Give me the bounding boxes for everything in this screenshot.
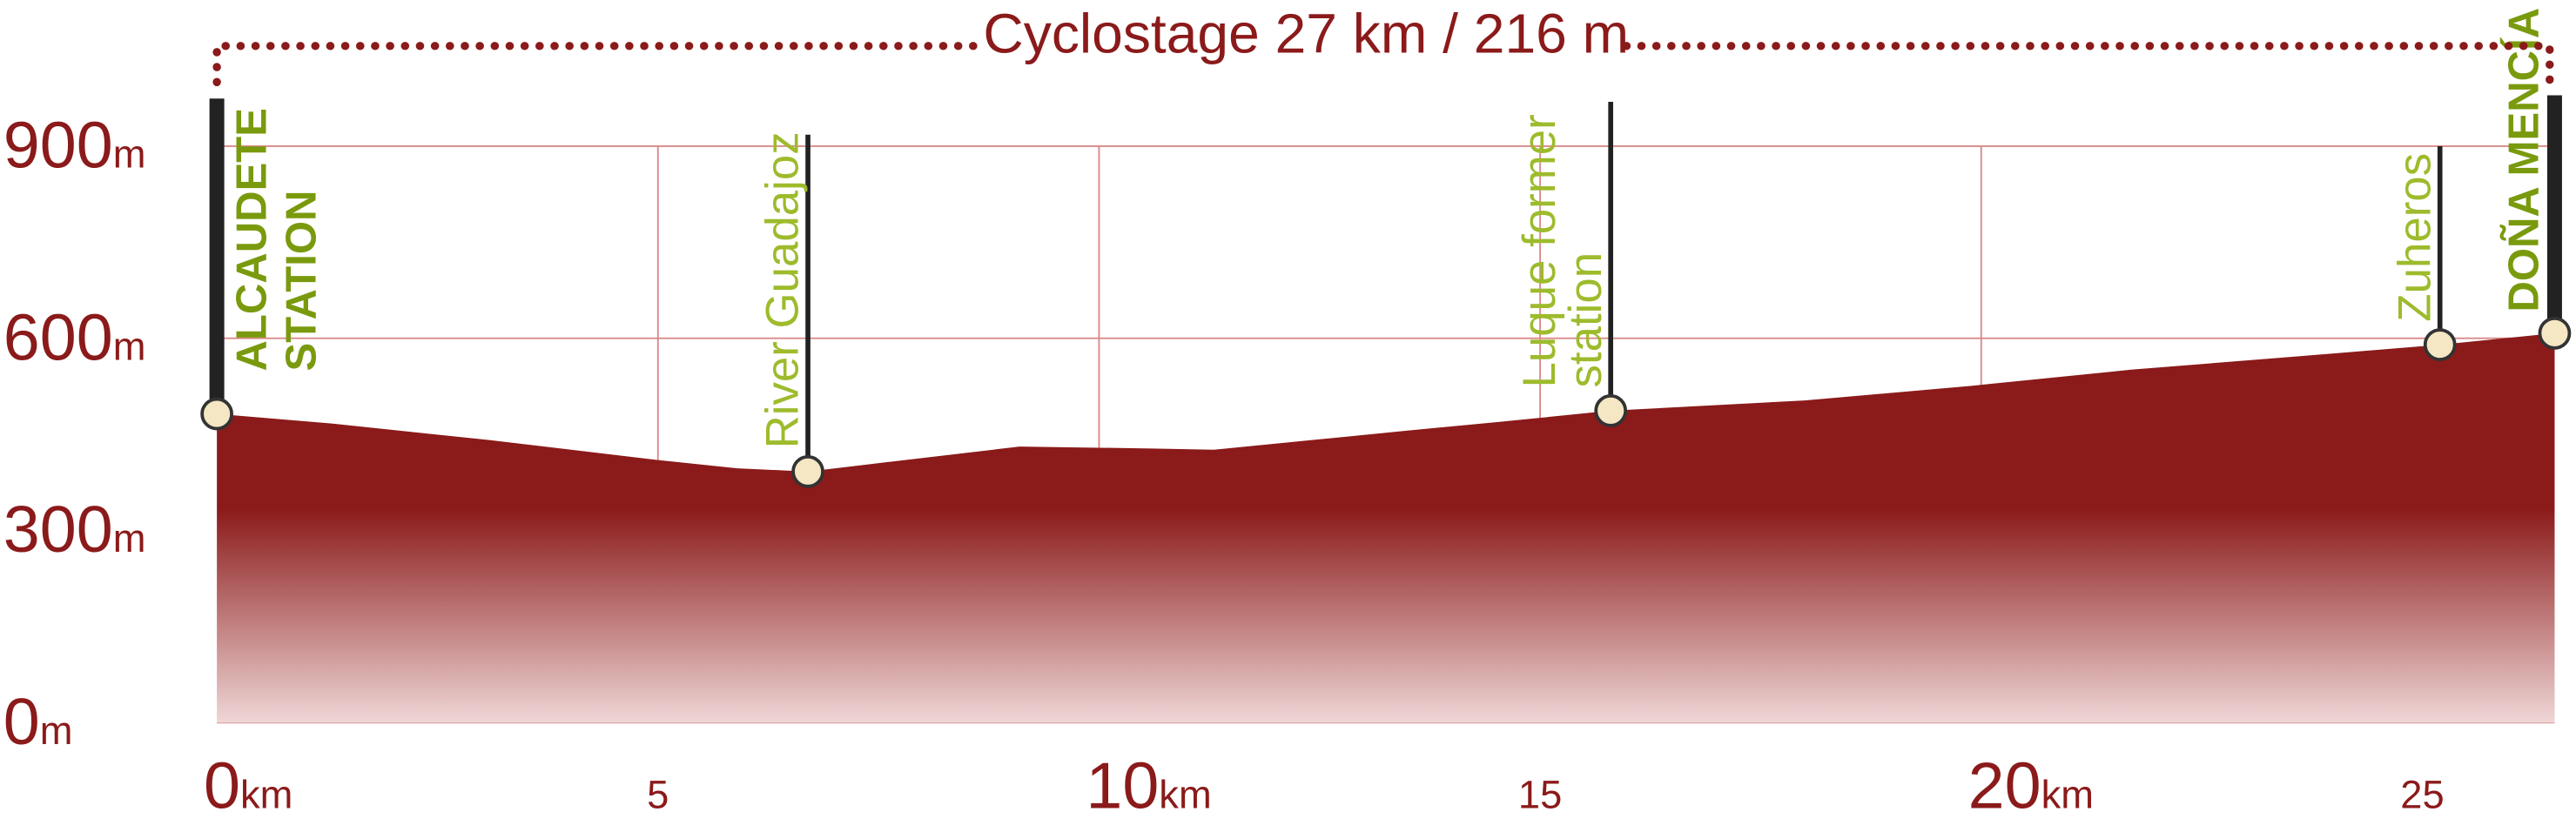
y-tick-unit: m: [113, 131, 146, 176]
x-tick-value: 25: [2400, 772, 2444, 816]
x-tick-label: 25: [2400, 772, 2444, 816]
y-tick-label: 900m: [3, 108, 146, 181]
waypoint-label: ALCAUDETE: [229, 108, 276, 371]
x-tick-value: 0: [204, 748, 240, 822]
y-tick-value: 0: [3, 685, 40, 758]
y-tick-value: 300: [3, 493, 113, 566]
waypoint-label: STATION: [278, 191, 325, 372]
x-tick-value: 5: [647, 772, 669, 816]
x-tick-label: 10km: [1086, 748, 1211, 822]
x-tick-label: 0km: [204, 748, 293, 822]
y-tick-unit: m: [40, 708, 73, 753]
x-tick-value: 20: [1968, 748, 2041, 822]
x-tick-value: 15: [1518, 772, 1562, 816]
waypoint-label: Zuheros: [2389, 153, 2440, 322]
waypoint-dot: [1594, 394, 1628, 427]
area-layer: [217, 332, 2555, 723]
x-tick-label: 20km: [1968, 748, 2094, 822]
y-tick-value: 900: [3, 108, 113, 181]
y-tick-label: 300m: [3, 493, 146, 566]
x-tick-unit: km: [1159, 772, 1211, 816]
y-tick-label: 600m: [3, 300, 146, 373]
y-tick-unit: m: [113, 516, 146, 560]
waypoint-dot: [2538, 316, 2572, 350]
waypoint-label: River Guadajoz: [757, 131, 809, 448]
chart-title: Cyclostage 27 km / 216 m: [983, 2, 1629, 64]
waypoint-dot: [2423, 328, 2457, 361]
elevation-area: [217, 332, 2555, 723]
x-tick-label: 5: [647, 772, 669, 816]
x-tick-unit: km: [240, 772, 293, 816]
waypoint-label: DOÑA MENCÍA: [2499, 8, 2548, 312]
title-bracket: [212, 42, 2554, 87]
x-tick-value: 10: [1086, 748, 1159, 822]
x-tick-unit: km: [2041, 772, 2094, 816]
y-tick-label: 0m: [3, 685, 73, 758]
waypoint-label: station: [1560, 252, 1611, 388]
y-tick-unit: m: [113, 324, 146, 368]
y-tick-value: 600: [3, 300, 113, 373]
x-tick-label: 15: [1518, 772, 1562, 816]
waypoint-label: Luque former: [1514, 114, 1565, 387]
waypoints: ALCAUDETE STATION River Guadajoz Luque form…: [200, 8, 2572, 488]
waypoint-dot: [791, 454, 824, 488]
waypoint-dot: [200, 397, 233, 431]
